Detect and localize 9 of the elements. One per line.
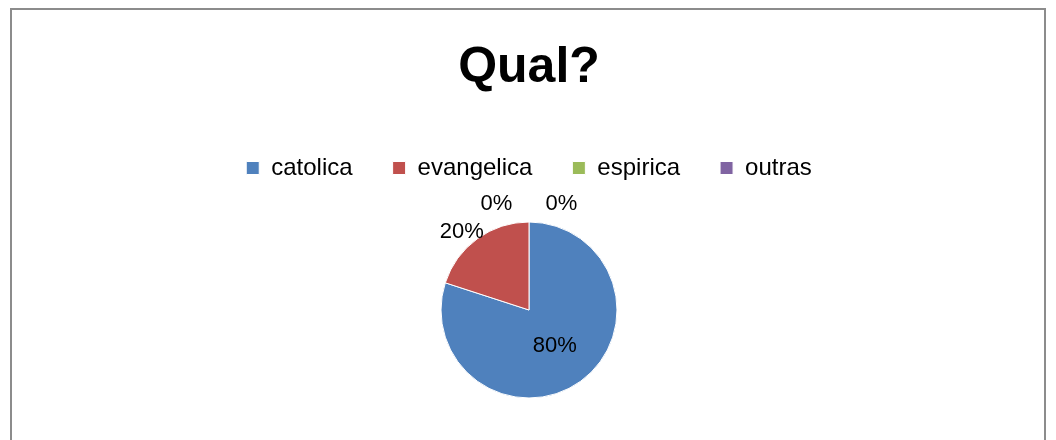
data-label: 20% (439, 217, 484, 243)
legend-label: catolica (271, 152, 354, 180)
data-label: 80% (532, 331, 577, 357)
chart-title: Qual? (458, 36, 600, 93)
text: 0% (545, 190, 578, 216)
legend-label: outras (745, 152, 812, 180)
legend-label: espirica (597, 152, 681, 180)
text: 0% (480, 190, 513, 216)
legend-label: evangelica (417, 152, 534, 180)
